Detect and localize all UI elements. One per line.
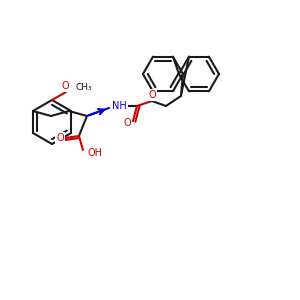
- Text: OH: OH: [88, 148, 103, 158]
- Text: O: O: [123, 118, 131, 128]
- Text: NH: NH: [112, 101, 127, 111]
- Text: CH₃: CH₃: [76, 82, 93, 91]
- Text: O: O: [61, 81, 69, 91]
- Text: O: O: [148, 90, 156, 100]
- Text: O: O: [56, 133, 64, 143]
